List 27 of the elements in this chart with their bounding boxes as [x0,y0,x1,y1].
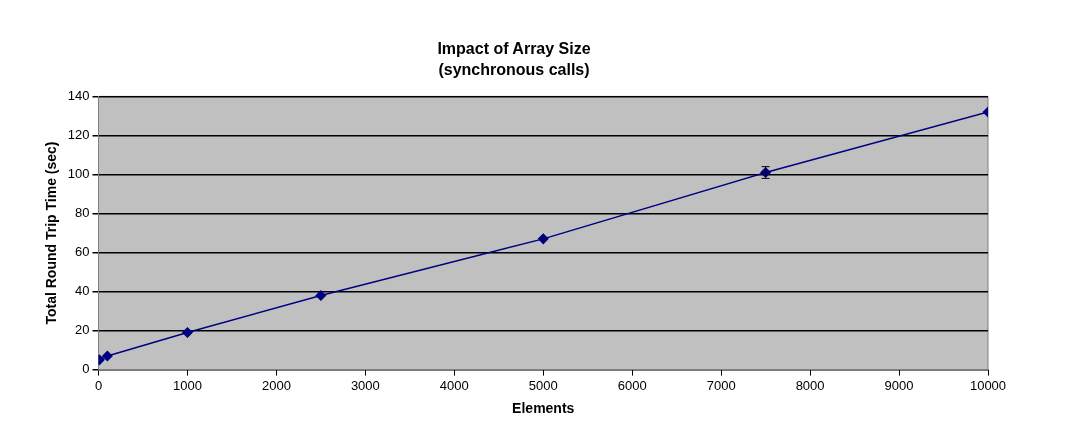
x-tick-label: 9000 [884,377,914,393]
point [315,290,327,301]
chart-subtitle: (synchronous calls) [438,61,590,79]
point [102,350,113,362]
x-tick-label: 5000 [528,377,558,393]
x-tick-label: 0 [94,377,103,393]
y-tick-label: 0 [82,361,90,377]
x-tick-label: 8000 [795,377,825,393]
y-tick-label: 120 [67,127,90,143]
x-tick-label: 4000 [439,377,469,393]
chart-title: Impact of Array Size [437,40,591,58]
x-tick-label: 3000 [350,377,380,393]
x-tick-label: 7000 [706,377,736,393]
point [538,233,549,245]
y-tick-label: 40 [75,283,90,299]
x-tick-label: 10000 [969,377,1007,393]
x-tick-label: 1000 [172,377,202,393]
x-axis-title: Elements [512,400,575,417]
x-tick-label: 6000 [617,377,647,393]
y-tick-label: 60 [75,244,90,260]
y-tick-label: 140 [67,87,90,103]
y-tick-label: 100 [67,166,90,182]
y-tick-label: 80 [75,205,90,221]
point [182,327,193,338]
y-axis-title: Total Round Trip Time (sec) [43,141,60,325]
y-tick-label: 20 [75,322,90,338]
x-tick-label: 2000 [261,377,291,393]
